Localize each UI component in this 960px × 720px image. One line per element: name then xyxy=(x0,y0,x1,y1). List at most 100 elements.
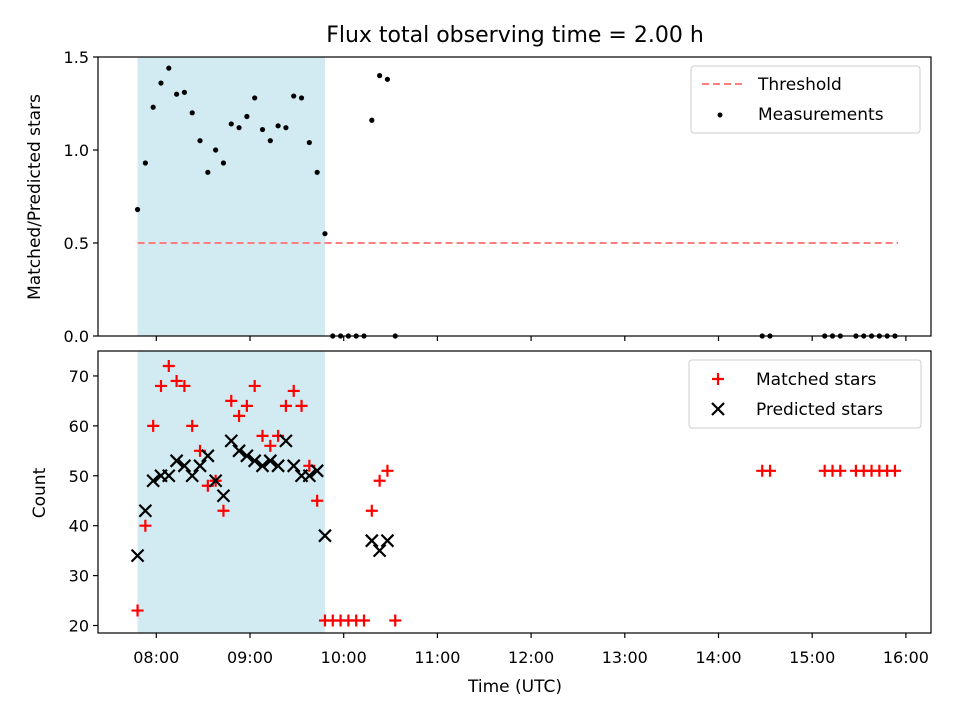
measurement-point xyxy=(213,147,219,153)
predicted-star-point xyxy=(130,548,145,563)
predicted-star-point xyxy=(146,473,160,488)
legend-predicted-swatch xyxy=(711,402,725,416)
matched-star-point xyxy=(389,614,402,627)
predicted-star-point xyxy=(372,543,387,558)
count-y-axis-label: Count xyxy=(30,467,50,518)
predicted-star-point xyxy=(380,533,395,548)
matched-star-point xyxy=(279,399,292,412)
x-tick-label: 08:00 xyxy=(133,648,179,667)
count-legend-box xyxy=(688,359,922,429)
measurement-point xyxy=(322,231,328,237)
predicted-star-point xyxy=(201,449,215,463)
count-y-tick-label: 30 xyxy=(69,567,89,586)
predicted-star-point xyxy=(185,469,199,483)
predicted-star-point xyxy=(232,444,246,458)
ratio-y-tick-label: 1.0 xyxy=(64,141,89,160)
matched-star-point xyxy=(311,494,324,507)
matched-star-point xyxy=(154,379,167,392)
matched-star-point xyxy=(178,379,191,392)
matched-star-point xyxy=(287,384,300,397)
matched-star-point xyxy=(131,604,144,617)
ratio-y-tick-label: 1.5 xyxy=(64,48,89,67)
predicted-star-point xyxy=(310,464,324,478)
ratio-legend: Threshold Measurements xyxy=(690,65,921,134)
predicted-star-point xyxy=(216,488,231,503)
matched-star-point xyxy=(147,419,160,432)
measurement-point xyxy=(267,138,273,144)
predicted-star-point xyxy=(193,459,207,473)
ratio-panel: 0.0 0.5 1.0 1.5 Matched/Predicted stars Thr… xyxy=(25,48,932,346)
x-tick-label: 10:00 xyxy=(321,648,367,667)
matched-star-point xyxy=(295,399,308,412)
matched-star-point xyxy=(217,504,230,517)
predicted-star-point xyxy=(365,533,379,548)
measurement-point xyxy=(205,169,211,175)
x-tick-label: 09:00 xyxy=(227,648,273,667)
predicted-star-point xyxy=(208,473,223,488)
predicted-star-point xyxy=(169,454,184,468)
predicted-star-point xyxy=(286,459,301,473)
predicted-star-point xyxy=(302,469,317,483)
measurement-point xyxy=(134,206,141,213)
measurement-point xyxy=(181,89,188,95)
legend-matched-swatch xyxy=(712,373,724,385)
matched-star-point xyxy=(358,614,371,627)
count-y-tick-label: 40 xyxy=(69,517,89,536)
measurement-point xyxy=(252,95,258,101)
legend-threshold-label: Threshold xyxy=(757,75,842,95)
legend-measurements-label: Measurements xyxy=(758,105,884,125)
matched-star-point xyxy=(248,379,261,392)
predicted-star-point xyxy=(162,469,176,483)
predicted-star-point xyxy=(255,459,270,473)
measurement-point xyxy=(275,123,281,129)
predicted-star-point xyxy=(279,434,293,448)
measurement-point xyxy=(244,113,250,120)
matched-star-point xyxy=(139,519,152,532)
measurement-point xyxy=(228,121,234,127)
count-legend: Matched stars Predicted stars xyxy=(688,359,922,429)
measurement-point xyxy=(150,104,156,110)
measurement-point xyxy=(220,160,227,166)
measurement-point xyxy=(174,91,180,97)
measurement-point xyxy=(236,125,242,131)
measurement-point xyxy=(283,125,289,131)
matched-star-point xyxy=(225,394,238,407)
matched-star-point xyxy=(186,419,199,432)
predicted-star-point xyxy=(247,454,262,468)
legend-measurements-swatch xyxy=(717,112,723,118)
count-y-tick-label: 70 xyxy=(69,367,89,386)
matched-star-point xyxy=(264,439,277,452)
matched-star-point xyxy=(256,429,269,442)
matched-star-point xyxy=(233,409,246,422)
measurement-point xyxy=(298,95,305,101)
matched-star-point xyxy=(888,464,901,477)
measurement-point xyxy=(377,73,383,79)
predicted-star-point xyxy=(263,454,278,468)
measurement-point xyxy=(384,76,391,82)
ratio-legend-box xyxy=(690,65,921,134)
measurement-point xyxy=(158,80,164,86)
legend-matched-label: Matched stars xyxy=(756,370,876,390)
count-axes-frame xyxy=(97,350,932,634)
x-tick-label: 12:00 xyxy=(508,648,554,667)
predicted-star-point xyxy=(224,434,239,448)
x-tick-label: 11:00 xyxy=(414,648,460,667)
x-axis-label: Time (UTC) xyxy=(467,677,562,697)
x-tick-label: 16:00 xyxy=(883,648,929,667)
measurement-point xyxy=(314,169,320,175)
matched-star-point xyxy=(240,399,253,412)
matched-star-point xyxy=(162,359,175,372)
x-tick-label: 14:00 xyxy=(695,648,741,667)
count-observing-window-shade xyxy=(137,351,325,633)
matched-star-point xyxy=(170,374,183,387)
matched-star-point xyxy=(365,504,378,517)
measurement-point xyxy=(259,126,266,133)
measurement-point xyxy=(306,139,312,146)
predicted-star-point xyxy=(271,459,285,473)
matched-star-point xyxy=(381,464,394,477)
chart-title: Flux total observing time = 2.00 h xyxy=(326,23,704,48)
measurement-point xyxy=(166,65,172,71)
ratio-y-axis-label: Matched/Predicted stars xyxy=(25,94,45,300)
ratio-axes-frame xyxy=(97,56,932,337)
